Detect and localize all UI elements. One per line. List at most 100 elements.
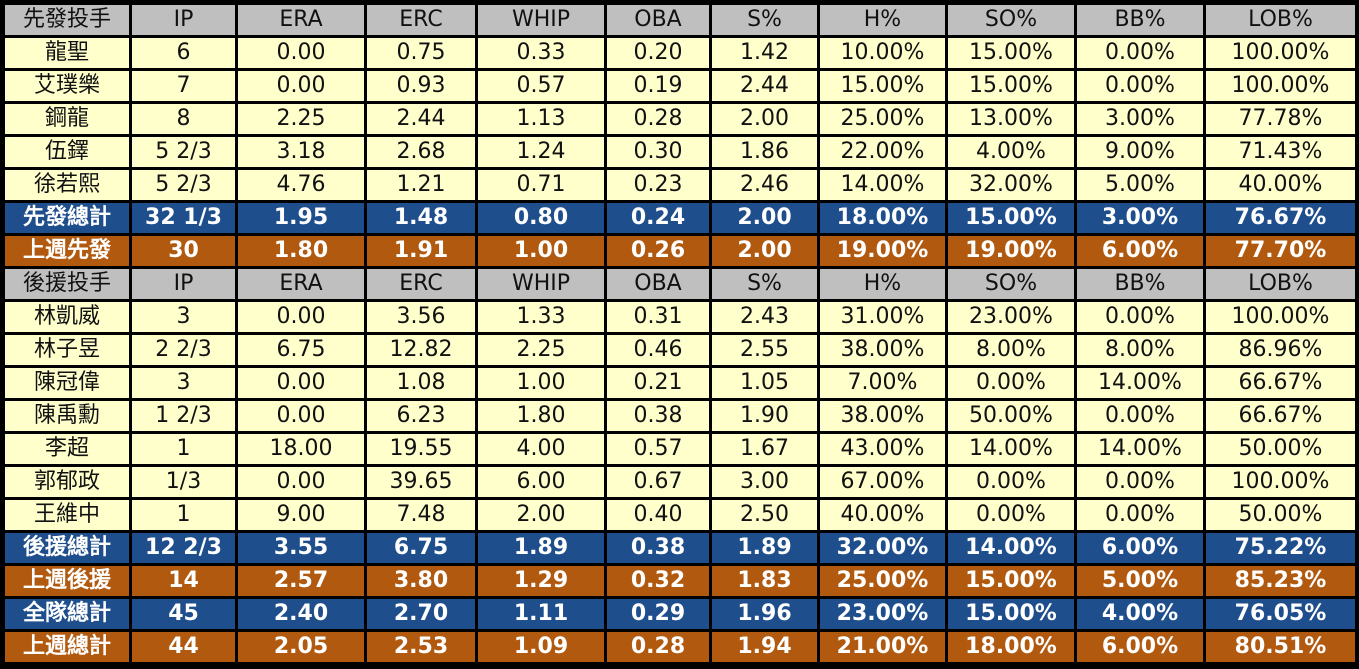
last-week-row: 上週後援 14 2.57 3.80 1.29 0.32 1.83 25.00% 15.00% 5.… [5,566,1355,596]
cell-h-pct: 40.00% [820,500,945,530]
cell-s-pct: 1.05 [712,368,817,398]
pitcher-row: 鋼龍 8 2.25 2.44 1.13 0.28 2.00 25.00% 13.00% 3.00%… [5,104,1355,134]
cell-so-pct: 8.00% [948,335,1074,365]
cell-h-pct: 10.00% [820,38,945,68]
last-week-row: 上週總計 44 2.05 2.53 1.09 0.28 1.94 21.00% 18.00% 6.… [5,632,1355,662]
cell-h-pct: 43.00% [820,434,945,464]
cell-lob-pct: 75.22% [1206,533,1355,563]
cell-oba: 0.38 [607,401,709,431]
cell-name: 林子昱 [5,335,129,365]
cell-ip: 44 [132,632,235,662]
column-header-whip: WHIP [478,269,604,299]
column-header-whip: WHIP [478,5,604,35]
cell-s-pct: 1.96 [712,599,817,629]
column-header-era: ERA [238,269,364,299]
total-row: 後援總計 12 2/3 3.55 6.75 1.89 0.38 1.89 32.00% 14.0… [5,533,1355,563]
cell-oba: 0.21 [607,368,709,398]
cell-era: 2.25 [238,104,364,134]
cell-name: 陳冠偉 [5,368,129,398]
column-header-h-pct: H% [820,5,945,35]
cell-lob-pct: 77.78% [1206,104,1355,134]
cell-oba: 0.26 [607,236,709,266]
cell-name: 上週先發 [5,236,129,266]
cell-erc: 12.82 [367,335,475,365]
cell-lob-pct: 76.67% [1206,203,1355,233]
cell-oba: 0.23 [607,170,709,200]
cell-name: 王維中 [5,500,129,530]
cell-h-pct: 7.00% [820,368,945,398]
cell-so-pct: 15.00% [948,38,1074,68]
cell-bb-pct: 0.00% [1077,71,1203,101]
cell-whip: 0.71 [478,170,604,200]
cell-bb-pct: 0.00% [1077,38,1203,68]
pitcher-row: 陳冠偉 3 0.00 1.08 1.00 0.21 1.05 7.00% 0.00% 14.00%… [5,368,1355,398]
column-header-name: 先發投手 [5,5,129,35]
cell-s-pct: 3.00 [712,467,817,497]
cell-s-pct: 2.43 [712,302,817,332]
cell-s-pct: 1.67 [712,434,817,464]
cell-name: 上週總計 [5,632,129,662]
cell-era: 18.00 [238,434,364,464]
cell-s-pct: 2.46 [712,170,817,200]
cell-bb-pct: 4.00% [1077,599,1203,629]
cell-bb-pct: 8.00% [1077,335,1203,365]
cell-lob-pct: 100.00% [1206,71,1355,101]
cell-whip: 1.80 [478,401,604,431]
cell-oba: 0.20 [607,38,709,68]
cell-bb-pct: 0.00% [1077,302,1203,332]
column-header-lob-pct: LOB% [1206,5,1355,35]
cell-so-pct: 15.00% [948,599,1074,629]
cell-lob-pct: 80.51% [1206,632,1355,662]
cell-name: 徐若熙 [5,170,129,200]
cell-so-pct: 0.00% [948,500,1074,530]
cell-ip: 12 2/3 [132,533,235,563]
cell-era: 0.00 [238,368,364,398]
cell-name: 先發總計 [5,203,129,233]
cell-lob-pct: 50.00% [1206,500,1355,530]
cell-bb-pct: 14.00% [1077,434,1203,464]
cell-era: 0.00 [238,467,364,497]
column-header-era: ERA [238,5,364,35]
cell-h-pct: 18.00% [820,203,945,233]
cell-era: 2.57 [238,566,364,596]
cell-s-pct: 2.44 [712,71,817,101]
cell-h-pct: 14.00% [820,170,945,200]
cell-oba: 0.19 [607,71,709,101]
cell-erc: 0.93 [367,71,475,101]
cell-era: 0.00 [238,71,364,101]
cell-era: 3.18 [238,137,364,167]
cell-h-pct: 19.00% [820,236,945,266]
cell-oba: 0.28 [607,104,709,134]
cell-name: 全隊總計 [5,599,129,629]
cell-so-pct: 15.00% [948,203,1074,233]
cell-s-pct: 2.50 [712,500,817,530]
cell-ip: 1/3 [132,467,235,497]
cell-name: 伍鐸 [5,137,129,167]
cell-whip: 1.00 [478,368,604,398]
cell-ip: 14 [132,566,235,596]
cell-name: 郭郁政 [5,467,129,497]
cell-whip: 0.33 [478,38,604,68]
cell-s-pct: 1.90 [712,401,817,431]
cell-ip: 3 [132,302,235,332]
cell-h-pct: 38.00% [820,335,945,365]
column-header-bb-pct: BB% [1077,5,1203,35]
pitcher-row: 龍聖 6 0.00 0.75 0.33 0.20 1.42 10.00% 15.00% 0.00%… [5,38,1355,68]
cell-ip: 6 [132,38,235,68]
cell-h-pct: 22.00% [820,137,945,167]
cell-bb-pct: 6.00% [1077,632,1203,662]
cell-bb-pct: 6.00% [1077,236,1203,266]
pitcher-row: 王維中 1 9.00 7.48 2.00 0.40 2.50 40.00% 0.00% 0.00%… [5,500,1355,530]
cell-name: 李超 [5,434,129,464]
cell-name: 艾璞樂 [5,71,129,101]
cell-s-pct: 1.42 [712,38,817,68]
cell-erc: 2.68 [367,137,475,167]
cell-era: 6.75 [238,335,364,365]
cell-bb-pct: 0.00% [1077,467,1203,497]
cell-lob-pct: 50.00% [1206,434,1355,464]
cell-s-pct: 1.86 [712,137,817,167]
cell-h-pct: 38.00% [820,401,945,431]
cell-s-pct: 2.00 [712,104,817,134]
